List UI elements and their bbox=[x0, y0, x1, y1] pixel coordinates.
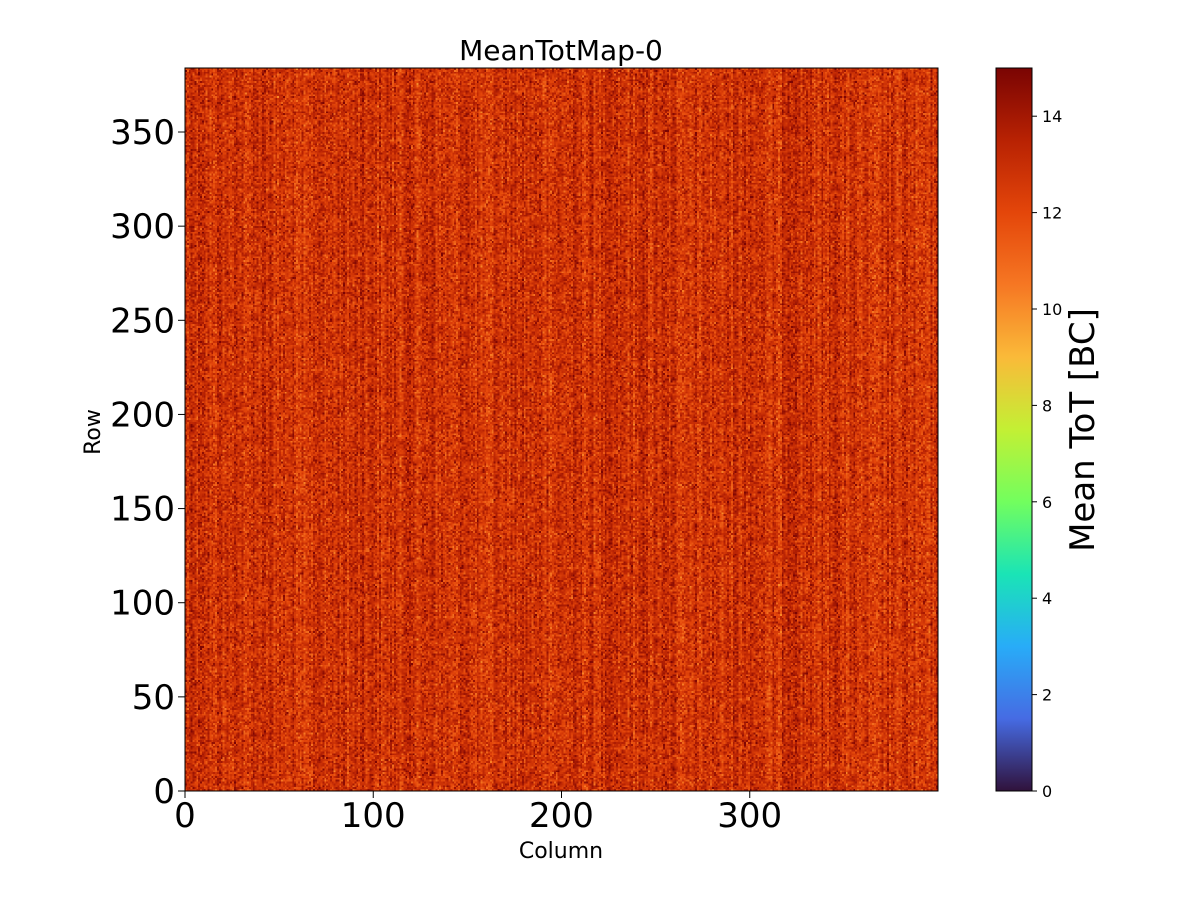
x-tick-label: 100 bbox=[341, 796, 406, 836]
colorbar-tick-label: 4 bbox=[1042, 589, 1052, 608]
y-tick-label: 350 bbox=[110, 113, 175, 153]
chart-title: MeanTotMap-0 bbox=[459, 34, 663, 67]
colorbar-ticks: 0 2 4 6 8 10 12 14 bbox=[1032, 107, 1062, 801]
colorbar-tick-label: 8 bbox=[1042, 396, 1052, 415]
colorbar-tick-label: 12 bbox=[1042, 204, 1062, 223]
colorbar-tick-label: 6 bbox=[1042, 493, 1052, 512]
colorbar bbox=[995, 67, 1033, 792]
heatmap-plot-area bbox=[184, 67, 939, 792]
colorbar-label: Mean ToT [BC] bbox=[1063, 308, 1103, 552]
x-axis: 0 100 200 300 bbox=[174, 791, 782, 836]
y-tick-label: 50 bbox=[132, 678, 175, 718]
x-tick-label: 200 bbox=[529, 796, 594, 836]
heatmap-cells bbox=[185, 68, 938, 791]
y-tick-label: 250 bbox=[110, 301, 175, 341]
x-axis-label: Column bbox=[519, 839, 603, 864]
colorbar-tick-label: 0 bbox=[1042, 782, 1052, 801]
colorbar-tick-label: 2 bbox=[1042, 686, 1052, 705]
colorbar-tick-label: 10 bbox=[1042, 300, 1062, 319]
y-axis: 0 50 100 150 200 250 300 350 bbox=[110, 113, 185, 812]
y-tick-label: 0 bbox=[153, 772, 175, 812]
colorbar-tick-label: 14 bbox=[1042, 107, 1062, 126]
y-axis-label: Row bbox=[81, 409, 106, 455]
x-tick-label: 0 bbox=[174, 796, 196, 836]
x-tick-label: 300 bbox=[717, 796, 782, 836]
y-tick-label: 150 bbox=[110, 490, 175, 530]
y-tick-label: 200 bbox=[110, 395, 175, 435]
y-tick-label: 300 bbox=[110, 207, 175, 247]
y-tick-label: 100 bbox=[110, 584, 175, 624]
